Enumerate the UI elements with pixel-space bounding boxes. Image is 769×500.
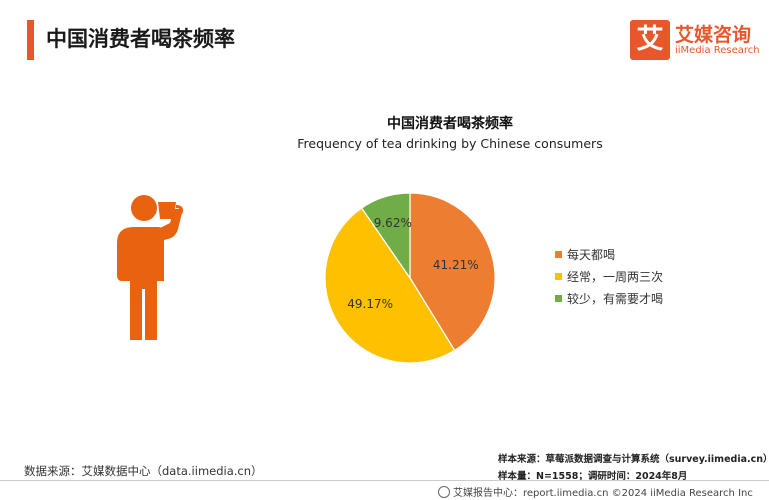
legend-label-rarely: 较少，有需要才喝 — [567, 292, 664, 306]
chart-subtitle: Frequency of tea drinking by Chinese con… — [297, 136, 603, 151]
logo-name-cn: 艾媒咨询 — [675, 24, 752, 46]
iimedia-logo: 艾 艾媒咨询 iiMedia Research — [630, 20, 760, 62]
legend-label-daily: 每天都喝 — [567, 248, 616, 262]
title-accent-bar — [27, 20, 34, 60]
legend-item-often: 经常，一周两三次 — [555, 268, 755, 290]
pie-slice-daily — [409, 192, 496, 352]
pie-chart: 41.21% 49.17% 9.62% — [324, 192, 496, 364]
chart-title: 中国消费者喝茶频率 — [387, 116, 513, 132]
legend-swatch-rarely — [555, 295, 562, 302]
sample-info: 样本来源：草莓派数据调查与计算系统（survey.iimedia.cn） 样本量… — [498, 451, 769, 485]
legend-swatch-daily — [555, 251, 562, 258]
sample-size-date: 样本量：N=1558；调研时间：2024年8月 — [498, 471, 688, 482]
pie-label-daily: 41.21% — [433, 258, 479, 272]
legend-swatch-often — [555, 273, 562, 280]
pie-label-rarely: 9.62% — [374, 216, 412, 230]
pie-label-often: 49.17% — [347, 297, 393, 311]
logo-mark: 艾 — [630, 20, 670, 60]
chart-legend: 每天都喝 经常，一周两三次 较少，有需要才喝 — [555, 246, 755, 312]
pie-slice-rarely — [360, 192, 411, 280]
page-title: 中国消费者喝茶频率 — [46, 27, 235, 51]
legend-item-rarely: 较少，有需要才喝 — [555, 290, 755, 312]
globe-icon — [438, 486, 450, 498]
footer-divider — [0, 480, 769, 481]
data-source: 数据来源：艾媒数据中心（data.iimedia.cn） — [24, 464, 263, 478]
person-drinking-tea-icon — [117, 195, 183, 340]
logo-name-en: iiMedia Research — [675, 45, 760, 56]
footer: 艾媒报告中心：report.iimedia.cn ©2024 iiMedia R… — [438, 484, 753, 499]
legend-item-daily: 每天都喝 — [555, 246, 755, 268]
legend-label-often: 经常，一周两三次 — [567, 270, 664, 284]
pie-slice-often — [324, 207, 456, 364]
footer-text: 艾媒报告中心：report.iimedia.cn ©2024 iiMedia R… — [453, 488, 753, 499]
sample-source: 样本来源：草莓派数据调查与计算系统（survey.iimedia.cn） — [498, 454, 769, 465]
